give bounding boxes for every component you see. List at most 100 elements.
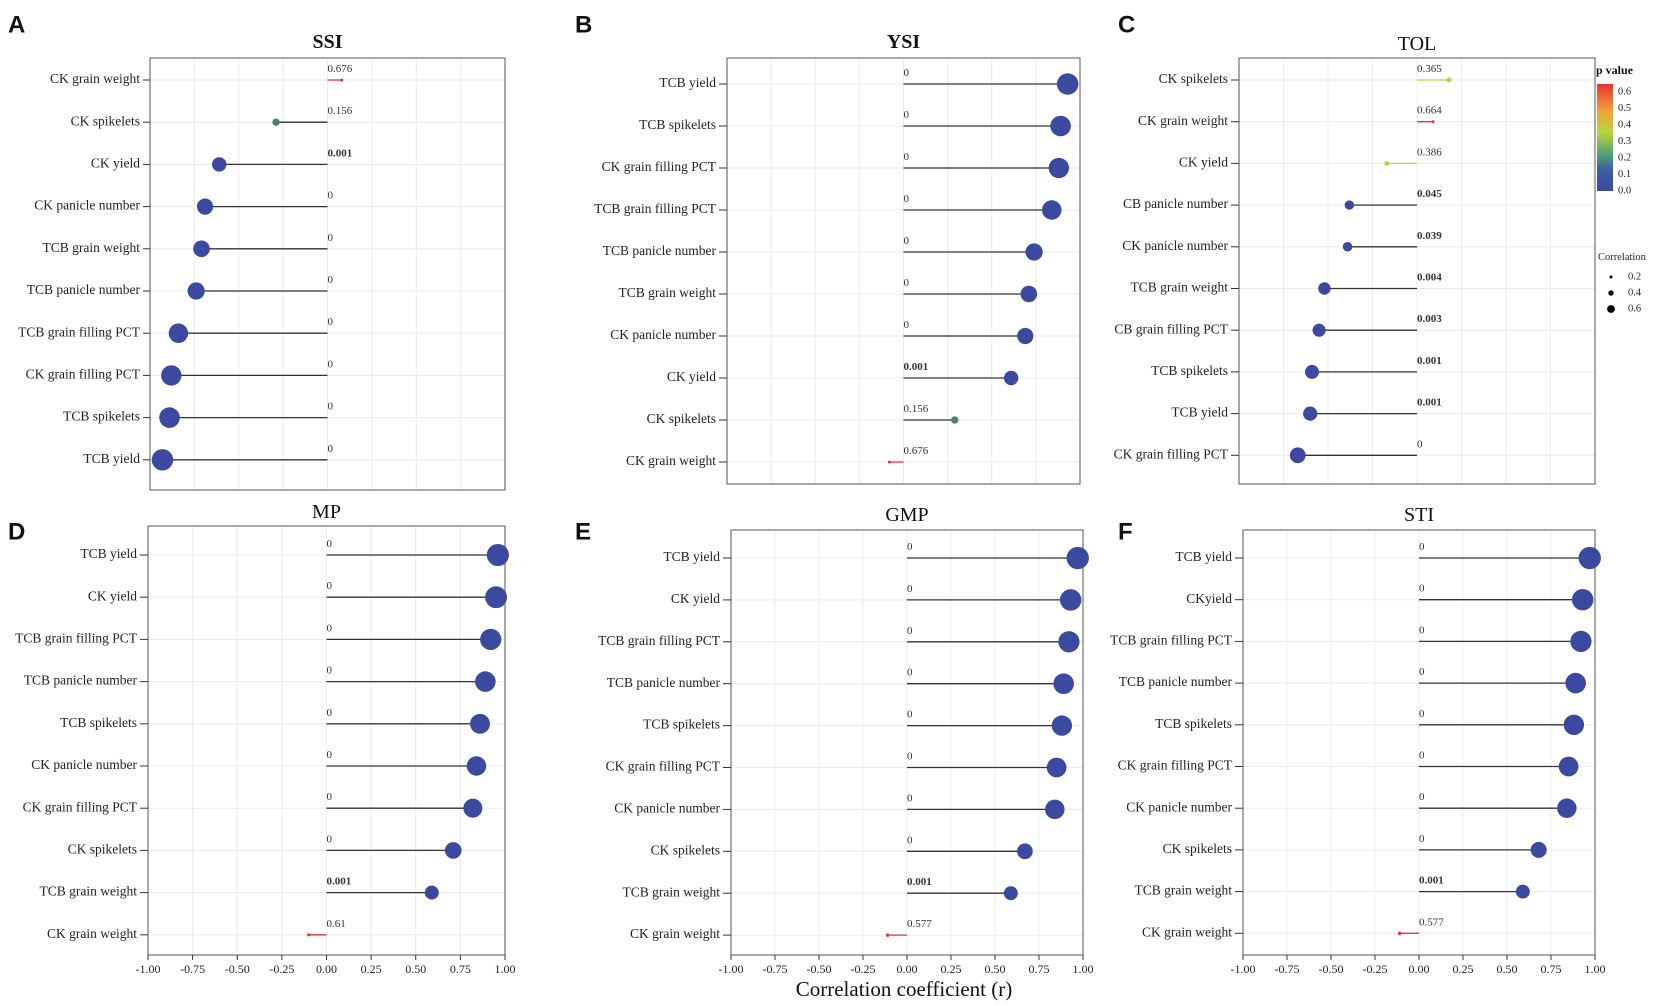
p-value-label: 0	[328, 358, 334, 370]
category-label: CK grain filling PCT	[23, 799, 138, 814]
lollipop-point	[196, 198, 214, 215]
category-label: CK spikelets	[1159, 71, 1228, 86]
category-label: CK panicle number	[610, 327, 716, 342]
x-tick-label: -0.25	[269, 962, 294, 976]
lollipop-point	[475, 671, 496, 692]
x-tick-label: 0.25	[1453, 962, 1474, 976]
category-label: CK panicle number	[614, 800, 720, 815]
size-legend-label: 0.6	[1628, 303, 1641, 314]
x-axis-label: Correlation coefficient (r)	[796, 977, 1013, 1001]
category-label: TCB grain weight	[43, 240, 141, 255]
p-value-label: 0	[904, 151, 910, 163]
panel-c: C TOL CK spikelets 0.365 CK grain weight 0.66…	[1114, 11, 1596, 485]
category-label: TCB grain weight	[1131, 280, 1229, 295]
category-label: TCB grain weight	[40, 884, 138, 899]
category-label: CKyield	[1186, 591, 1232, 606]
p-value-label: 0	[327, 665, 333, 677]
category-label: TCB grain filling PCT	[598, 633, 721, 648]
p-value-label: 0	[904, 319, 910, 331]
lollipop-point	[485, 586, 508, 609]
panel-letter: F	[1118, 518, 1133, 545]
lollipop-point	[1042, 200, 1062, 220]
panel-title: YSI	[887, 31, 921, 53]
category-label: CK spikelets	[68, 841, 137, 856]
p-value-label: 0	[907, 751, 913, 763]
category-label: TCB grain weight	[623, 884, 721, 899]
correlation-size-legend: 0.2 0.4 0.6	[1607, 271, 1642, 314]
lollipop-point	[161, 365, 182, 386]
p-value-label: 0.001	[904, 361, 929, 373]
p-value-label: 0	[328, 316, 334, 328]
x-axis-ticks: -1.00 -0.75 -0.50 -0.25 0.00 0.25 0.50 0.75 1.00	[719, 955, 1094, 976]
panel-e: E GMP TCB yield 0 CK yield 0 TCB grain filling…	[575, 504, 1094, 976]
x-tick-label: 0.50	[405, 962, 426, 976]
lollipop-point	[1446, 77, 1452, 83]
p-value-label: 0	[907, 834, 913, 846]
p-value-label: 0.001	[1417, 355, 1442, 367]
pvalue-colorbar-ticks: 0.6 0.5 0.4 0.3 0.2 0.1 0.0	[1618, 87, 1632, 197]
x-tick-label: -0.75	[1275, 962, 1300, 976]
category-label: TCB panicle number	[607, 675, 721, 690]
category-label: TCB grain filling PCT	[594, 201, 717, 216]
p-value-label: 0	[904, 109, 910, 121]
category-label: TCB panicle number	[603, 243, 717, 258]
size-legend-label: 0.2	[1628, 271, 1641, 282]
lollipop-point	[1066, 546, 1089, 570]
p-value-label: 0	[907, 541, 913, 553]
category-label: CK grain filling PCT	[1114, 446, 1229, 461]
lollipop-point	[1051, 715, 1073, 736]
x-tick-label: -0.25	[851, 962, 876, 976]
x-tick-label: 0.25	[361, 962, 382, 976]
pvalue-tick-label: 0.0	[1618, 185, 1631, 196]
x-tick-label: -0.50	[1319, 962, 1344, 976]
x-tick-label: 0.50	[985, 962, 1006, 976]
p-value-label: 0	[904, 277, 910, 289]
size-legend-point	[1609, 275, 1613, 279]
p-value-label: 0.039	[1417, 230, 1442, 242]
p-value-label: 0	[904, 235, 910, 247]
lollipop-point	[1557, 798, 1577, 818]
pvalue-tick-label: 0.4	[1618, 120, 1632, 131]
p-value-label: 0.365	[1417, 63, 1442, 75]
category-label: CK panicle number	[1126, 799, 1232, 814]
lollipop-point	[1046, 757, 1067, 778]
p-value-label: 0	[1419, 750, 1425, 762]
lollipop-point	[1570, 630, 1592, 653]
category-label: TCB grain filling PCT	[18, 324, 141, 339]
lollipop-point	[1571, 588, 1594, 611]
lollipop-point	[463, 798, 483, 818]
panel-a: A SSI CK grain weight 0.676 CK spikelets 0.15…	[8, 11, 506, 491]
lollipop-point	[1048, 157, 1069, 179]
lollipop-point	[1344, 200, 1355, 210]
lollipop-point	[1025, 243, 1043, 261]
x-tick-label: -1.00	[1231, 962, 1256, 976]
lollipop-point	[1565, 672, 1586, 694]
category-label: TCB grain weight	[619, 285, 717, 300]
x-tick-label: -1.00	[719, 962, 744, 976]
category-label: CB grain filling PCT	[1114, 321, 1228, 336]
category-label: CB panicle number	[1123, 196, 1228, 211]
p-value-label: 0	[907, 792, 913, 804]
p-value-label: 0	[327, 622, 333, 634]
p-value-label: 0.577	[1419, 916, 1444, 928]
plot-frame	[1238, 57, 1596, 485]
x-axis-ticks: -1.00 -0.75 -0.50 -0.25 0.00 0.25 0.50 0.75 1.00	[1231, 955, 1606, 976]
category-label: CK panicle number	[31, 757, 137, 772]
x-tick-label: 0.75	[1541, 962, 1562, 976]
lollipop-point	[187, 282, 205, 300]
p-value-label: 0.61	[327, 918, 346, 930]
lollipop-point	[1304, 364, 1319, 379]
lollipop-point	[1530, 841, 1547, 858]
category-label: TCB yield	[80, 546, 137, 561]
category-label: TCB grain filling PCT	[15, 630, 138, 645]
p-value-label: 0	[904, 67, 910, 79]
lollipop-point	[1384, 161, 1390, 166]
category-label: CK yield	[667, 369, 716, 384]
panel-title: STI	[1404, 504, 1434, 526]
lollipop-point	[151, 449, 174, 471]
lollipop-point	[444, 842, 462, 859]
x-axis-ticks: -1.00 -0.75 -0.50 -0.25 0.00 0.25 0.50 0.75 1.00	[136, 955, 516, 976]
p-value-label: 0	[328, 232, 334, 244]
lollipop-point	[159, 407, 180, 428]
category-label: CK grain weight	[47, 926, 137, 941]
